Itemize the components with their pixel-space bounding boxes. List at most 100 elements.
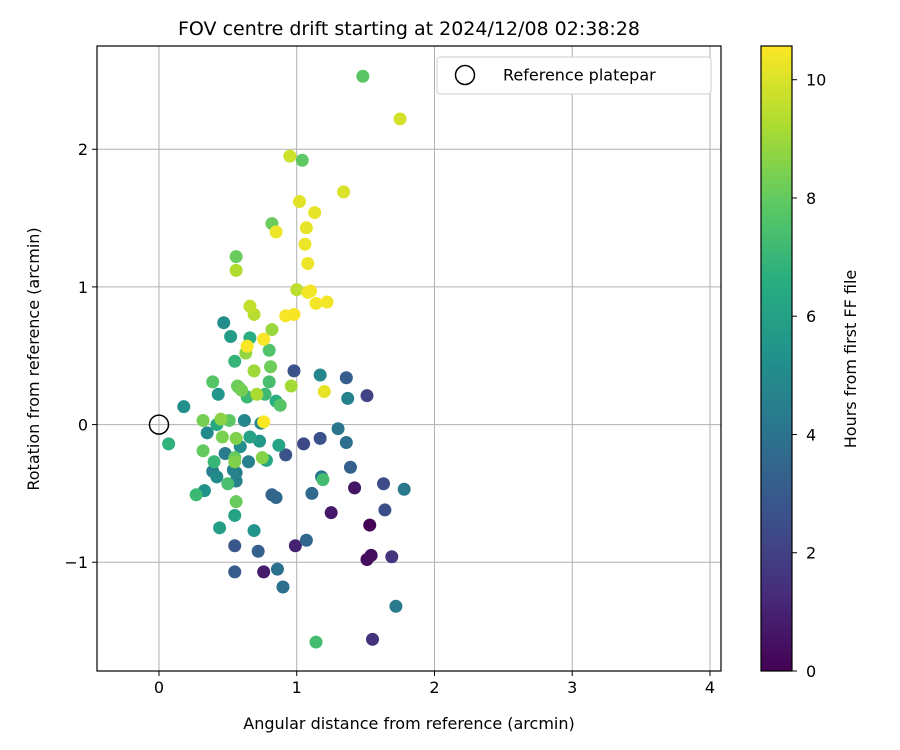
colorbar-tick-label: 6 bbox=[806, 307, 816, 326]
data-point bbox=[262, 343, 276, 357]
data-point bbox=[243, 299, 257, 313]
data-point bbox=[242, 455, 256, 469]
data-point bbox=[207, 455, 221, 469]
data-point bbox=[257, 415, 271, 429]
data-point bbox=[309, 635, 323, 649]
data-point bbox=[221, 477, 235, 491]
y-axis: −1 0 1 2 bbox=[64, 140, 97, 572]
data-point bbox=[228, 455, 242, 469]
data-point bbox=[309, 296, 323, 310]
data-point bbox=[299, 533, 313, 547]
data-point bbox=[162, 437, 176, 451]
colorbar-tick-label: 8 bbox=[806, 189, 816, 208]
y-tick-label: 1 bbox=[78, 278, 88, 297]
colorbar-tick-label: 2 bbox=[806, 544, 816, 563]
data-point bbox=[273, 398, 287, 412]
data-point bbox=[283, 149, 297, 163]
y-tick-label: 2 bbox=[78, 140, 88, 159]
data-point bbox=[313, 368, 327, 382]
data-point bbox=[270, 562, 284, 576]
data-point bbox=[360, 389, 374, 403]
data-point bbox=[196, 413, 210, 427]
data-point bbox=[196, 444, 210, 458]
data-point bbox=[224, 329, 238, 343]
colorbar: 0 2 4 6 8 10 Hours from first FF file bbox=[760, 45, 860, 681]
data-point bbox=[229, 263, 243, 277]
data-point bbox=[292, 195, 306, 209]
x-tick-label: 4 bbox=[705, 678, 715, 697]
plot-frame bbox=[96, 45, 722, 672]
data-point bbox=[397, 482, 411, 496]
reference-marker bbox=[148, 414, 170, 435]
data-point bbox=[343, 460, 357, 474]
data-point bbox=[257, 332, 271, 346]
colorbar-label: Hours from first FF file bbox=[841, 270, 860, 449]
data-point bbox=[229, 431, 243, 445]
data-points bbox=[162, 69, 411, 649]
colorbar-tick-label: 4 bbox=[806, 425, 816, 444]
legend-label: Reference platepar bbox=[503, 66, 656, 85]
data-point bbox=[177, 400, 191, 414]
data-point bbox=[215, 430, 229, 444]
data-point bbox=[295, 153, 309, 167]
data-point bbox=[339, 371, 353, 385]
data-point bbox=[320, 295, 334, 309]
data-point bbox=[211, 387, 225, 401]
data-point bbox=[217, 316, 231, 330]
data-point bbox=[304, 284, 318, 298]
data-point bbox=[247, 524, 261, 538]
data-point bbox=[228, 539, 242, 553]
data-point bbox=[331, 422, 345, 436]
data-point bbox=[356, 69, 370, 83]
data-point bbox=[389, 599, 403, 613]
data-point bbox=[189, 488, 203, 502]
data-point bbox=[393, 112, 407, 126]
data-point bbox=[237, 413, 251, 427]
data-point bbox=[316, 473, 330, 487]
data-point bbox=[228, 565, 242, 579]
data-point bbox=[341, 391, 355, 405]
data-point bbox=[269, 491, 283, 505]
data-point bbox=[206, 375, 220, 389]
data-point bbox=[200, 426, 214, 440]
data-point bbox=[287, 307, 301, 321]
data-point bbox=[377, 477, 391, 491]
data-point bbox=[365, 632, 379, 646]
data-point bbox=[257, 565, 271, 579]
data-point bbox=[324, 506, 338, 520]
data-point bbox=[298, 237, 312, 251]
data-point bbox=[276, 580, 290, 594]
legend-marker bbox=[454, 64, 476, 86]
data-point bbox=[229, 250, 243, 264]
y-axis-label: Rotation from reference (arcmin) bbox=[24, 227, 43, 490]
data-point bbox=[288, 539, 302, 553]
data-point bbox=[308, 206, 322, 220]
data-point bbox=[385, 550, 399, 564]
colorbar-gradient bbox=[760, 45, 793, 672]
data-point bbox=[243, 430, 257, 444]
data-point bbox=[363, 518, 377, 532]
data-point bbox=[301, 257, 315, 271]
data-point bbox=[348, 481, 362, 495]
grid bbox=[97, 46, 721, 671]
x-axis-label: Angular distance from reference (arcmin) bbox=[243, 714, 574, 733]
data-point bbox=[305, 486, 319, 500]
data-point bbox=[264, 360, 278, 374]
data-point bbox=[247, 364, 261, 378]
colorbar-ticks: 0 2 4 6 8 10 bbox=[792, 71, 826, 681]
chart-title: FOV centre drift starting at 2024/12/08 … bbox=[178, 18, 640, 40]
x-tick-label: 1 bbox=[292, 678, 302, 697]
data-point bbox=[262, 375, 276, 389]
data-point bbox=[235, 383, 249, 397]
data-point bbox=[229, 495, 243, 509]
data-point bbox=[255, 451, 269, 465]
data-point bbox=[364, 548, 378, 562]
y-tick-label: 0 bbox=[78, 416, 88, 435]
x-tick-label: 2 bbox=[429, 678, 439, 697]
data-point bbox=[299, 221, 313, 235]
x-tick-label: 3 bbox=[567, 678, 577, 697]
data-point bbox=[228, 354, 242, 368]
colorbar-tick-label: 10 bbox=[806, 71, 826, 90]
data-point bbox=[284, 379, 298, 393]
